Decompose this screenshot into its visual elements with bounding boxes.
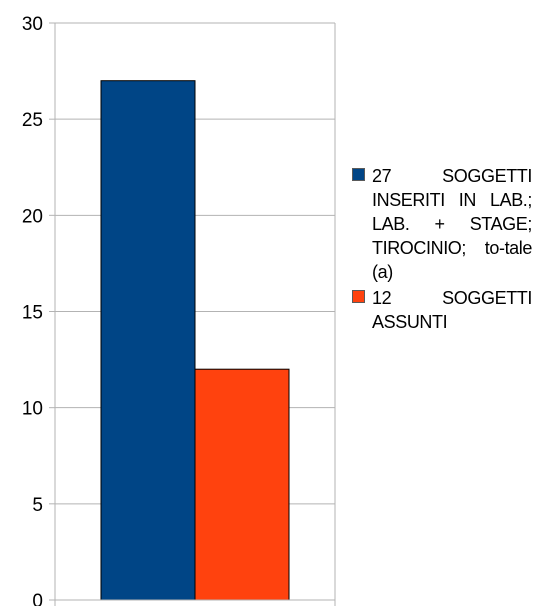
legend-item-series-2: 12 SOGGETTI ASSUNTI: [352, 286, 532, 334]
y-tick-label-30: 30: [22, 14, 43, 35]
legend-label-series-2: 12 SOGGETTI ASSUNTI: [372, 288, 532, 332]
legend-swatch-blue: [352, 168, 365, 181]
axes: [49, 22, 336, 606]
legend-item-series-1: 27 SOGGETTI INSERITI IN LAB.; LAB. + STA…: [352, 164, 532, 284]
y-tick-label-10: 10: [22, 399, 43, 420]
legend-label-series-1: 27 SOGGETTI INSERITI IN LAB.; LAB. + STA…: [372, 166, 532, 282]
y-tick-label-25: 25: [22, 110, 43, 131]
y-tick-label-0: 0: [32, 591, 43, 606]
legend: 27 SOGGETTI INSERITI IN LAB.; LAB. + STA…: [352, 164, 532, 336]
bar-series-1: [100, 80, 196, 601]
y-tick-labels: 0 5 10 15 20 25 30: [22, 14, 43, 611]
y-tick-label-5: 5: [32, 495, 43, 516]
bar-series-2: [194, 368, 290, 601]
y-tick-label-20: 20: [22, 206, 43, 227]
legend-swatch-orange: [352, 290, 365, 303]
bars: [100, 80, 290, 601]
y-tick-label-15: 15: [22, 303, 43, 324]
